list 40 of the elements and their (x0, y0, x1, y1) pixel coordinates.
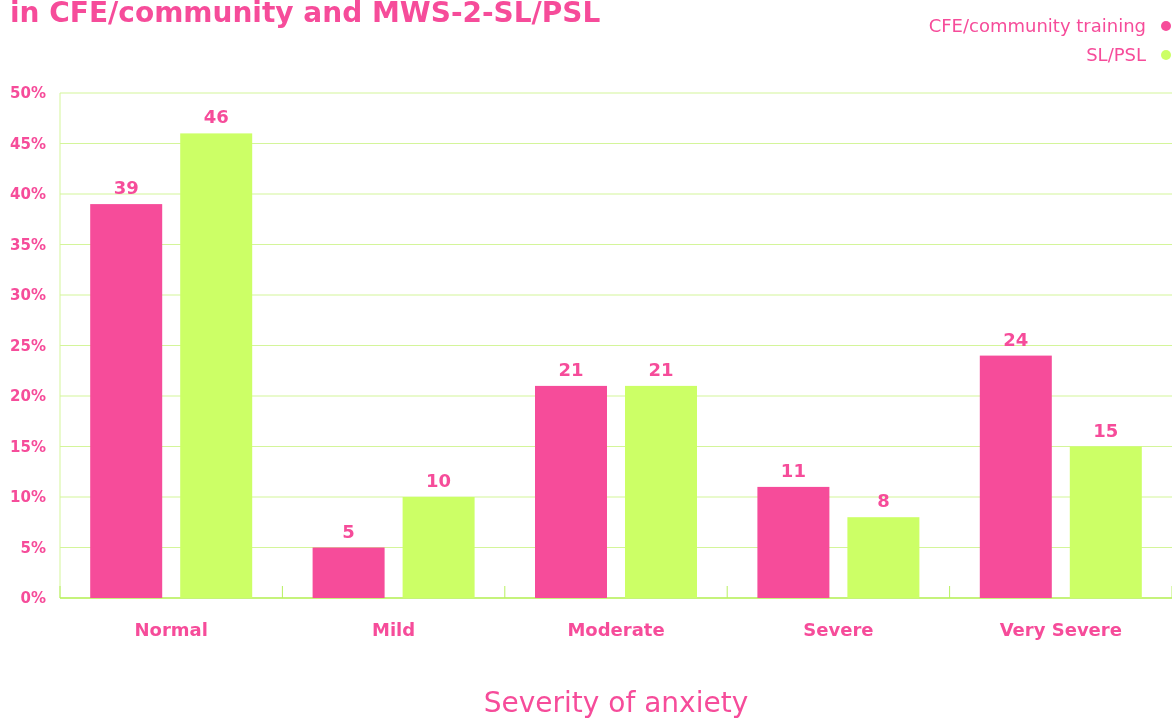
bar (90, 204, 163, 598)
data-label: 39 (113, 177, 139, 199)
data-label: 11 (780, 459, 806, 481)
bar (312, 547, 385, 598)
legend-label: CFE/community training (928, 15, 1146, 36)
data-label: 15 (1093, 419, 1119, 441)
data-label: 8 (877, 490, 890, 512)
chart-title: in CFE/community and MWS-2-SL/PSL (10, 0, 601, 29)
x-tick-label: Mild (372, 619, 416, 640)
y-tick-label: 10% (10, 488, 46, 506)
bar (402, 497, 475, 598)
data-label: 24 (1003, 328, 1029, 350)
data-label: 10 (426, 470, 452, 491)
y-tick-label: 0% (20, 589, 46, 607)
y-tick-label: 25% (10, 336, 46, 355)
bar (847, 517, 920, 598)
y-tick-label: 40% (10, 185, 46, 203)
y-tick-label: 15% (10, 437, 46, 456)
bar (757, 486, 830, 598)
y-tick-label: 35% (10, 235, 46, 254)
y-tick-label: 45% (10, 134, 46, 153)
bar (625, 385, 697, 598)
bar (535, 385, 607, 598)
y-tick-label: 20% (10, 387, 46, 405)
y-tick-label: 50% (10, 84, 46, 102)
bar (180, 133, 253, 598)
bar (1069, 446, 1142, 598)
bar (979, 355, 1052, 598)
x-axis-title: Severity of anxiety (483, 686, 749, 718)
data-label: 5 (342, 520, 355, 542)
data-label: 21 (558, 358, 584, 380)
legend-label: SL/PSL (1086, 44, 1146, 65)
y-tick-label: 5% (20, 538, 46, 557)
data-label: 21 (648, 358, 674, 380)
y-tick-label: 30% (10, 286, 46, 304)
x-tick-label: Moderate (567, 619, 665, 640)
x-tick-label: Severe (803, 619, 874, 640)
data-label: 46 (203, 106, 229, 128)
x-tick-label: Normal (134, 619, 208, 640)
x-tick-label: Very Severe (999, 619, 1122, 640)
